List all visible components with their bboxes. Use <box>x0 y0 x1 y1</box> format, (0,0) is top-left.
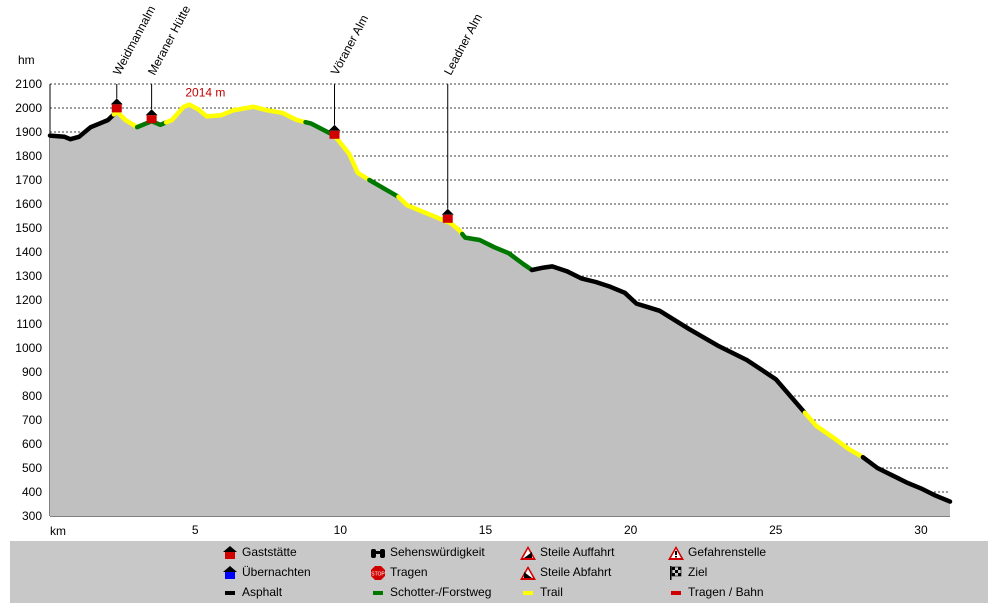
legend-item-gefahrenstelle: Gefahrenstelle <box>668 543 766 561</box>
surface-segment <box>460 231 535 273</box>
legend-item-tragen-bahn: Tragen / Bahn <box>668 583 764 601</box>
y-tick-label: 1700 <box>15 173 42 187</box>
elevation-chart: hm km 300 400 500 600 700 800 900 1000 1100 1200 1… <box>15 3 953 538</box>
y-tick-label: 2000 <box>15 101 42 115</box>
restaurant-hut-icon <box>441 208 454 215</box>
legend-label: Gefahrenstelle <box>688 545 767 559</box>
restaurant-hut-icon <box>222 545 238 560</box>
stop-carry-icon: STOP <box>370 565 386 580</box>
legend-label: Gaststätte <box>242 545 297 559</box>
lodging-hut-icon <box>222 565 238 580</box>
poi-hut-body <box>146 115 157 124</box>
surface-segment <box>332 133 372 183</box>
steep-downhill-warning-icon <box>520 565 536 580</box>
x-tick-label: 5 <box>192 523 199 537</box>
y-tick-label: 300 <box>22 509 42 523</box>
x-tick-label: 10 <box>334 523 348 537</box>
legend-item-sehenswuerdigkeit: Sehenswürdigkeit <box>370 543 485 561</box>
legend-item-schotter: Schotter-/Forstweg <box>370 583 491 601</box>
legend-label: Schotter-/Forstweg <box>390 585 492 599</box>
y-tick-label: 800 <box>22 389 42 403</box>
surface-segment <box>47 112 117 142</box>
poi-hut-body <box>111 104 122 113</box>
x-tick-label: 15 <box>479 523 493 537</box>
x-tick-labels: 5 10 15 20 25 30 <box>192 523 928 537</box>
steep-uphill-warning-icon <box>520 545 536 560</box>
y-tick-labels: 300 400 500 600 700 800 900 1000 1100 1200 1300 140… <box>15 77 42 523</box>
svg-text:STOP: STOP <box>371 571 385 577</box>
y-tick-label: 900 <box>22 365 42 379</box>
poi-label: Leadner Alm <box>441 11 485 77</box>
legend-label: Ziel <box>688 565 708 579</box>
legend-label: Trail <box>540 585 563 599</box>
peak-annotation: 2014 m <box>185 86 225 100</box>
legend-item-steile-abfahrt: Steile Abfahrt <box>520 563 611 581</box>
y-tick-label: 1200 <box>15 293 42 307</box>
legend-item-gaststaette: Gaststätte <box>222 543 297 561</box>
surface-segment <box>529 264 808 416</box>
elevation-area <box>50 104 950 516</box>
legend-item-ziel: Ziel <box>668 563 707 581</box>
poi-hut-body <box>329 130 340 139</box>
y-tick-label: 1100 <box>16 317 42 331</box>
legend: Gaststätte Sehenswürdigkeit Steile Auffa… <box>10 541 988 603</box>
trail-line-icon <box>520 586 536 600</box>
y-tick-label: 1000 <box>15 341 42 355</box>
asphalt-line-icon <box>222 586 238 600</box>
surface-segment <box>163 102 308 125</box>
legend-label: Sehenswürdigkeit <box>390 545 485 559</box>
y-tick-label: 400 <box>22 485 42 499</box>
y-tick-label: 700 <box>22 413 42 427</box>
restaurant-hut-icon <box>145 109 158 116</box>
legend-label: Tragen <box>390 565 428 579</box>
surface-segment <box>111 109 140 130</box>
x-tick-label: 20 <box>624 523 638 537</box>
y-tick-label: 1900 <box>15 125 42 139</box>
y-tick-label: 600 <box>22 437 42 451</box>
x-tick-label: 30 <box>914 523 928 537</box>
legend-item-trail: Trail <box>520 583 563 601</box>
y-tick-label: 1400 <box>15 245 42 259</box>
y-tick-label: 1500 <box>15 221 42 235</box>
restaurant-hut-icon <box>110 98 123 105</box>
carry-rail-line-icon <box>668 586 684 600</box>
danger-warning-icon <box>668 545 684 560</box>
poi-label: Vöraner Alm <box>328 13 371 78</box>
surface-segment <box>802 410 866 460</box>
legend-label: Tragen / Bahn <box>688 585 764 599</box>
y-tick-label: 500 <box>22 461 42 475</box>
y-tick-label: 1800 <box>15 149 42 163</box>
checkered-flag-icon <box>668 565 684 580</box>
x-tick-label: 25 <box>769 523 783 537</box>
y-tick-label: 1300 <box>15 269 42 283</box>
legend-item-tragen: STOP Tragen <box>370 563 428 581</box>
x-axis-label: km <box>50 524 66 538</box>
legend-label: Übernachten <box>242 565 311 579</box>
surface-segment <box>396 194 465 237</box>
y-axis-label: hm <box>18 53 35 67</box>
legend-label: Steile Abfahrt <box>540 565 612 579</box>
legend-item-uebernachten: Übernachten <box>222 563 311 581</box>
legend-item-asphalt: Asphalt <box>222 583 282 601</box>
legend-item-steile-auffahrt: Steile Auffahrt <box>520 543 615 561</box>
y-tick-label: 2100 <box>15 77 42 91</box>
gravel-line-icon <box>370 586 386 600</box>
surface-segments <box>47 102 953 504</box>
surface-segment <box>367 177 401 200</box>
surface-segment <box>860 454 953 504</box>
binoculars-icon <box>370 546 386 560</box>
legend-label: Steile Auffahrt <box>540 545 615 559</box>
poi-hut-body <box>442 214 453 223</box>
legend-label: Asphalt <box>242 585 283 599</box>
y-tick-label: 1600 <box>15 197 42 211</box>
restaurant-hut-icon <box>328 124 341 131</box>
surface-segment <box>303 119 337 138</box>
